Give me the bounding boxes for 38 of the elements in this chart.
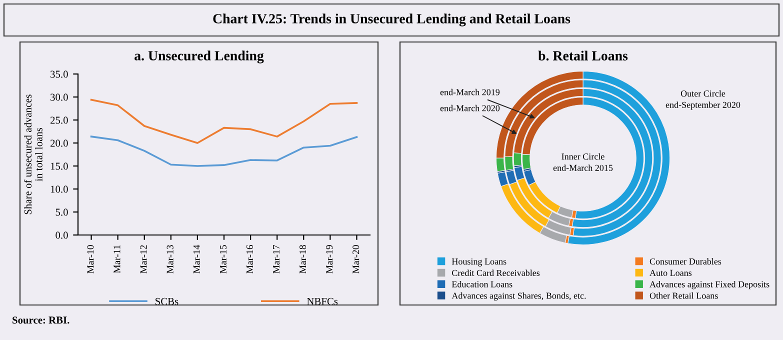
x-tick-label: Mar-11 [114, 245, 120, 274]
legend-label: Education Loans [452, 281, 512, 288]
legend-label: Consumer Durables [650, 258, 722, 265]
chart-title: Chart IV.25: Trends in Unsecured Lending and Retail Loans [213, 14, 570, 26]
legend-label: Housing Loans [452, 258, 506, 266]
y-tick-label: 10.0 [50, 186, 68, 193]
x-tick-label: Mar-17 [273, 245, 280, 274]
y-tick-label: 35.0 [50, 70, 68, 78]
y-tick-label: 15.0 [50, 162, 68, 170]
text: Outer Circle end-September 2020 [666, 90, 740, 110]
y-tick-label: 25.0 [50, 116, 68, 124]
y-tick-label: 30.0 [50, 94, 68, 101]
x-tick-label: Mar-16 [246, 245, 253, 274]
x-tick-label: Mar-12 [140, 245, 147, 274]
x-tick-label: Mar-15 [220, 245, 226, 274]
line-series [90, 98, 358, 144]
y-axis-title: Share of unsecured advances in total loans [24, 94, 42, 214]
y-tick-label: 5.0 [56, 208, 68, 216]
legend-label: Credit Card Receivables [452, 270, 540, 276]
source-note: Source: RBI. [12, 316, 70, 324]
legend-label: Auto Loans [650, 270, 692, 276]
x-tick-label: Mar-18 [300, 245, 306, 274]
legend-label: Advances against Fixed Deposits [650, 280, 770, 290]
chart-subtitle: a. Unsecured Lending [134, 50, 264, 64]
text: end-March 2020 [440, 104, 500, 112]
y-tick-label: 20.0 [50, 140, 68, 147]
legend-label: Advances against Shares, Bonds, etc. [452, 292, 586, 301]
line-series [90, 136, 358, 167]
y-tick-label: 0.0 [56, 232, 68, 239]
x-tick-label: Mar-10 [87, 245, 94, 274]
chart-title: b. Retail Loans [538, 50, 628, 61]
legend-label: Other Retail Loans [650, 292, 718, 299]
x-tick-label: Mar-20 [352, 245, 360, 274]
x-tick-label: Mar-19 [326, 245, 333, 274]
x-tick-label: Mar-13 [166, 245, 174, 274]
text: Inner Circle end-March 2015 [553, 153, 613, 171]
text: end-March 2019 [440, 88, 500, 96]
x-tick-label: Mar-14 [193, 244, 200, 274]
